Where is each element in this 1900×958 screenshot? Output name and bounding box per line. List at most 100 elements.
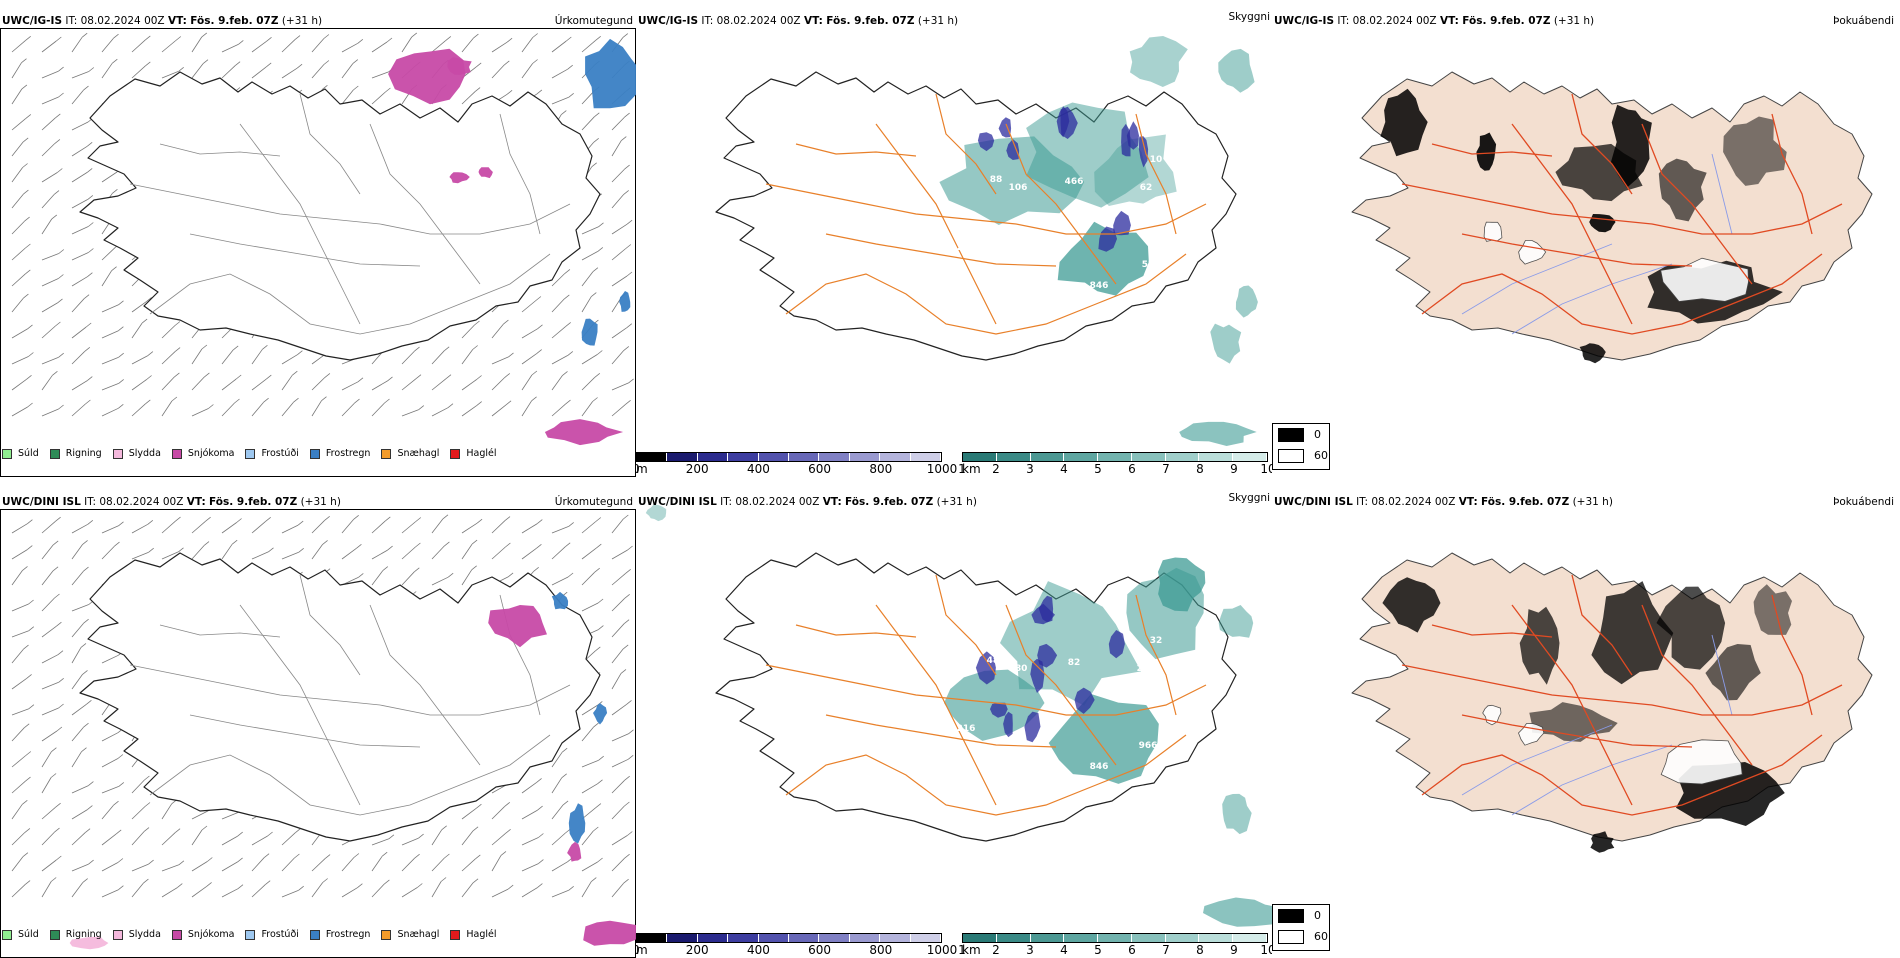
road-line — [825, 233, 1057, 267]
wind-barb — [371, 380, 388, 391]
road-line — [1135, 113, 1177, 235]
wind-barb — [341, 89, 354, 105]
wind-barb — [581, 251, 598, 261]
wind-barb-flag — [592, 397, 598, 402]
scale-color-bar — [636, 452, 942, 462]
wind-barb — [551, 546, 566, 560]
road-line — [189, 233, 421, 267]
iceland-coastline — [715, 71, 1237, 361]
it-value: 08.02.2024 00Z — [716, 15, 801, 27]
fog-legend-swatch — [1278, 929, 1304, 944]
wind-barb — [581, 807, 597, 820]
wind-barb-flag — [324, 515, 330, 521]
wind-barb — [71, 604, 89, 612]
road-line — [299, 93, 361, 195]
wind-barb — [611, 835, 628, 846]
wind-barb — [551, 861, 568, 872]
wind-barb-flag — [625, 244, 632, 249]
fog-index-area — [1519, 606, 1560, 685]
scale-tick-label: 0 — [636, 943, 640, 957]
legend-label: Snjókoma — [187, 448, 235, 459]
fog-legend-row: 60 — [1273, 445, 1329, 466]
wind-barb-flag — [593, 137, 599, 143]
wind-barb — [101, 545, 115, 560]
fog-index-area — [1705, 644, 1761, 701]
height-scale: m02004006008001000 — [636, 933, 957, 957]
cloud-map: 88 106 200 72 466 62 846 52 10 — [715, 36, 1258, 446]
wind-barb — [41, 356, 59, 365]
wind-barb-flag — [297, 520, 304, 526]
wind-barb — [581, 830, 594, 846]
wind-barb-flag — [57, 650, 64, 656]
wind-barb — [401, 36, 413, 53]
wind-barb-flag — [56, 855, 62, 861]
wind-barb-flag — [592, 267, 599, 273]
wind-barb — [71, 89, 84, 105]
wind-barb-flag — [58, 274, 64, 279]
wind-barb-flag — [411, 32, 418, 38]
wind-barb — [491, 888, 509, 898]
wind-barb — [581, 602, 599, 612]
wind-barb-flag — [296, 63, 303, 69]
legend-label: Haglél — [466, 929, 497, 940]
wind-barb — [611, 857, 625, 872]
wind-barb-flag — [294, 35, 301, 40]
vt-value: Fös. 9.feb. 07Z — [1462, 15, 1551, 27]
panel-title-cloud: Skyggni — [1228, 12, 1271, 23]
wind-barb-flag — [113, 33, 119, 39]
wind-barb — [221, 522, 237, 534]
wind-barb-flag — [21, 58, 27, 64]
wind-barb-flag — [623, 878, 629, 884]
wind-barb — [191, 348, 203, 365]
river-line — [1461, 243, 1613, 315]
road-line — [239, 123, 361, 325]
wind-barb — [221, 65, 236, 79]
wind-barb — [551, 889, 569, 898]
wind-barb-flag — [472, 345, 478, 350]
scale-cell — [819, 453, 850, 461]
wind-barb-flag — [267, 831, 273, 837]
wind-barb — [41, 172, 58, 183]
wind-barb — [281, 354, 298, 365]
road-network — [1401, 574, 1843, 816]
wind-barb — [11, 648, 24, 664]
rivers — [1461, 634, 1733, 816]
wind-barb — [371, 41, 388, 53]
wind-barb-flag — [262, 344, 268, 350]
wind-barb-flag — [146, 375, 152, 380]
wind-barb — [11, 884, 26, 898]
wind-barb — [611, 598, 625, 612]
wind-barb — [71, 403, 86, 417]
wind-barb — [371, 549, 388, 560]
legend-swatch — [245, 448, 256, 459]
wind-barb — [611, 140, 622, 157]
road-line — [1401, 183, 1843, 235]
wind-barb — [11, 328, 28, 339]
visibility-area — [1026, 102, 1149, 208]
fog-legend-row: 60 — [1273, 926, 1329, 947]
scale-tick-label: 9 — [1230, 943, 1238, 957]
wind-barb-flag — [118, 379, 124, 384]
scale-cell — [849, 934, 881, 942]
wind-barb — [521, 887, 538, 898]
wind-barb-flag — [507, 572, 514, 578]
wind-barb-flag — [113, 800, 119, 806]
precip-type-panel: UWC/IG-IS IT: 08.02.2024 00Z VT: Fös. 9.… — [0, 12, 636, 477]
cloud-base-areas — [977, 106, 1149, 252]
wind-barb — [11, 832, 26, 846]
wind-barb — [11, 356, 29, 365]
scale-cell — [849, 453, 881, 461]
precip-area — [544, 419, 624, 446]
wind-barb-flag — [562, 800, 569, 806]
wind-barb — [41, 408, 59, 417]
wind-barb — [581, 705, 598, 716]
panel-header: UWC/IG-IS IT: 08.02.2024 00Z VT: Fös. 9.… — [1274, 15, 1594, 27]
wind-barb-flag — [628, 729, 634, 735]
wind-barb — [221, 402, 235, 417]
wind-barb — [431, 40, 447, 53]
wind-barb — [461, 324, 475, 339]
panel-title-precip: Úrkomutegund — [554, 15, 633, 27]
road-line — [239, 604, 361, 806]
wind-barb — [41, 751, 52, 768]
